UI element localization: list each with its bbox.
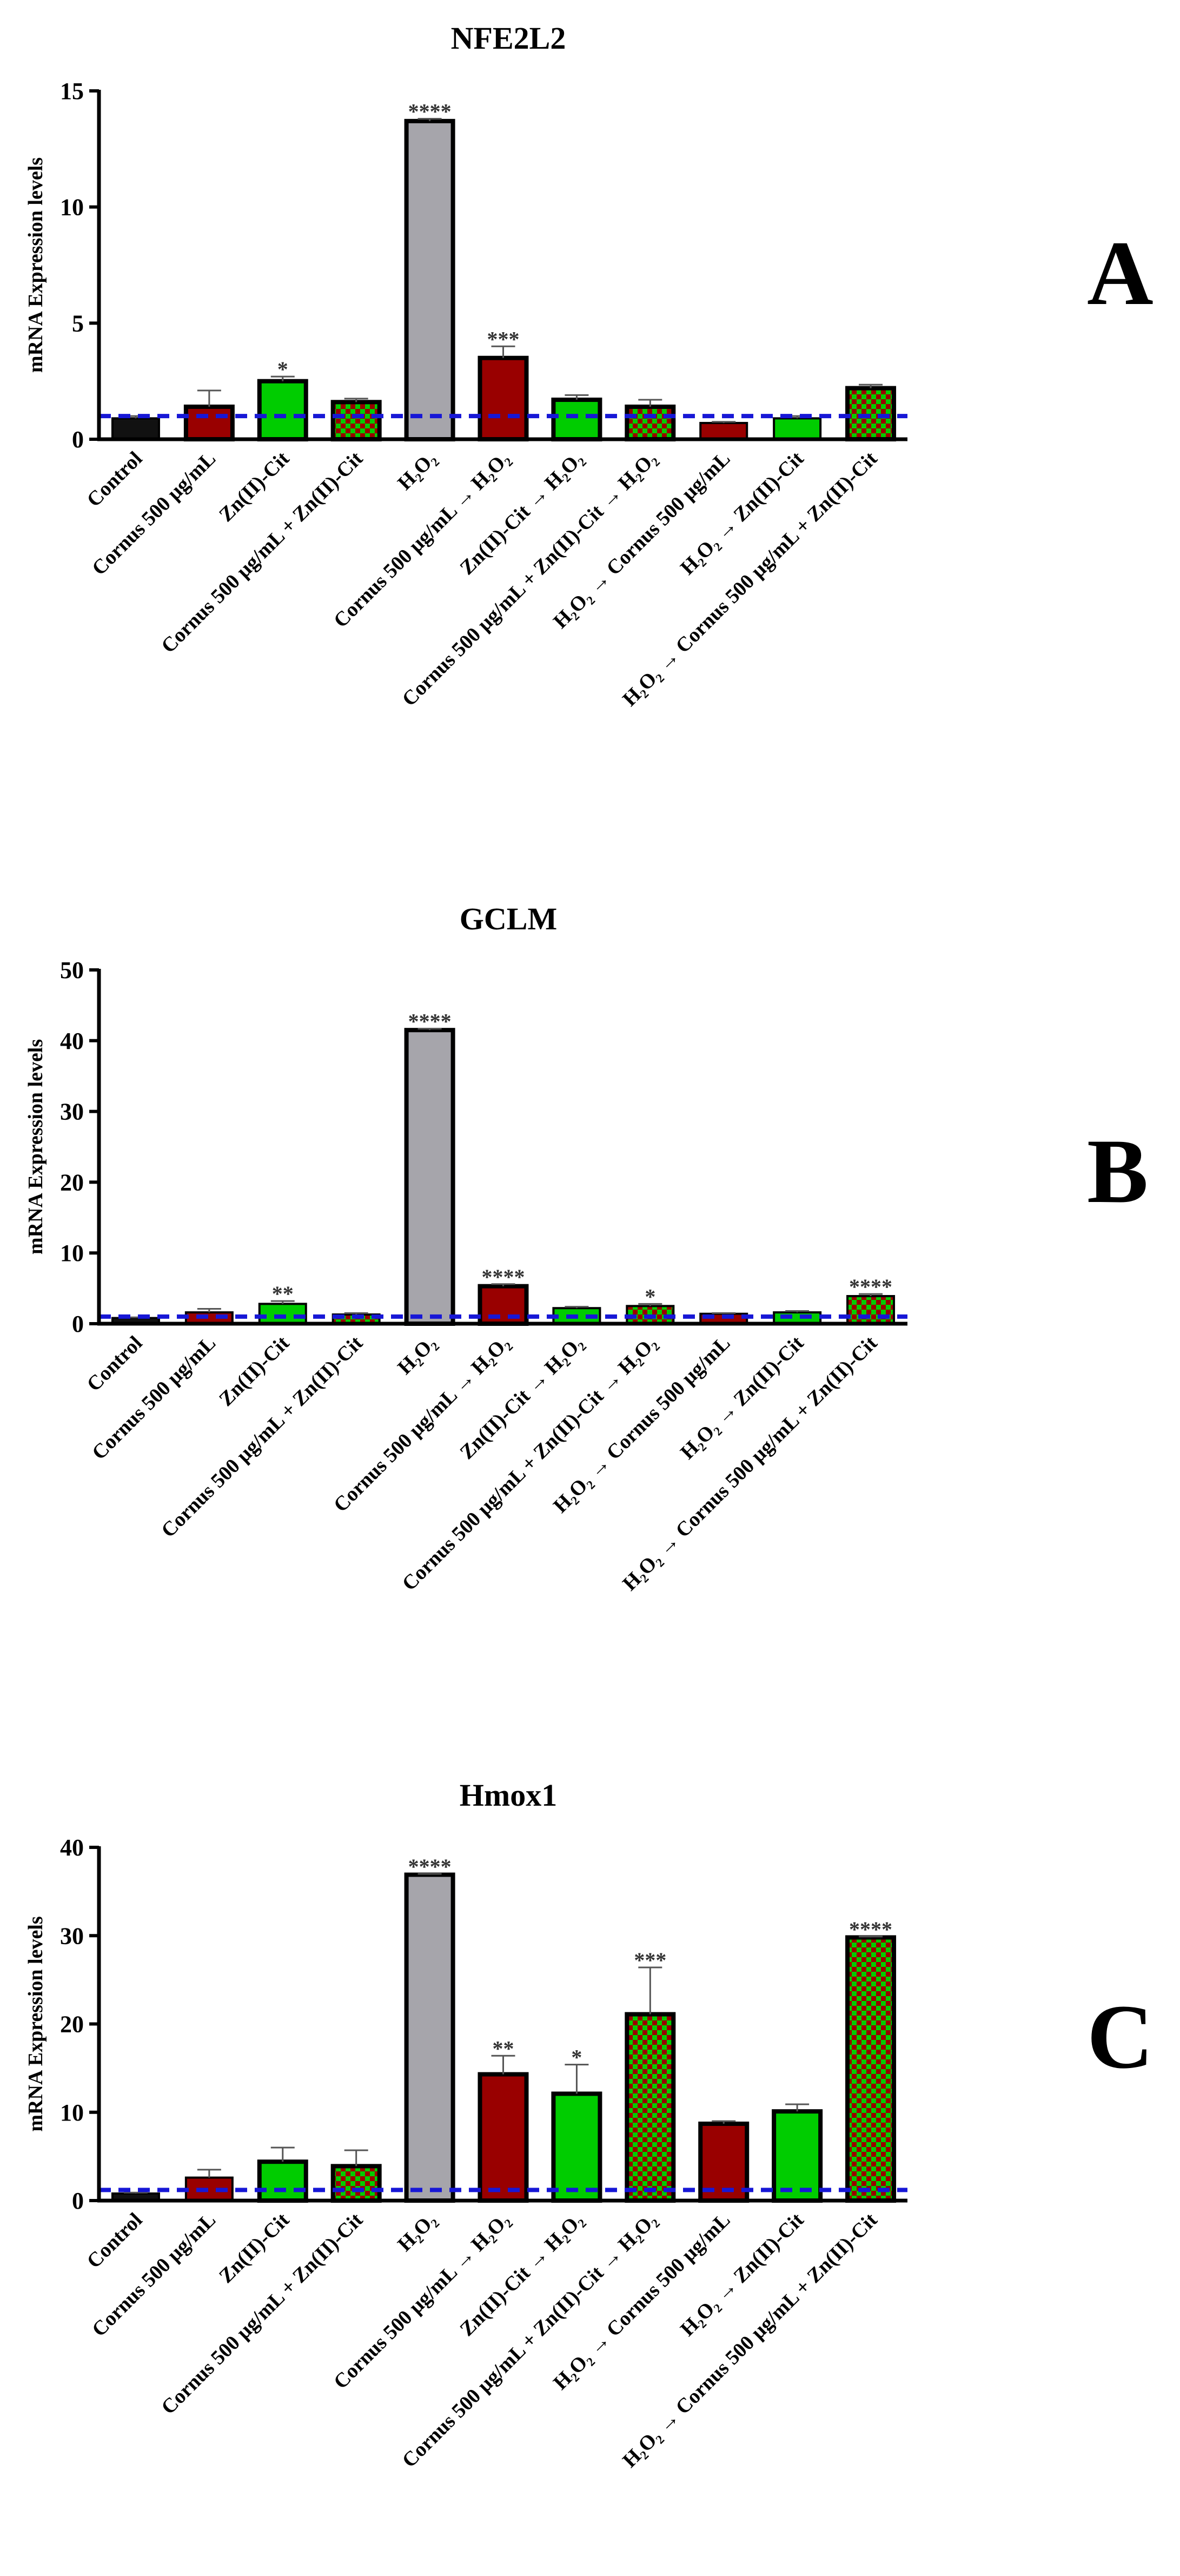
- panel-c-bar: [330, 2164, 382, 2203]
- panel-b-x-tick-label: Control: [83, 1332, 147, 1396]
- panel-a-bar: [478, 355, 529, 441]
- panel-c-significance-label: ****: [408, 1854, 452, 1879]
- panel-c-y-tick-label: 30: [60, 1923, 84, 1949]
- panel-c-y-axis-label: mRNA Expression levels: [24, 1916, 47, 2131]
- panel-c-significance-label: **: [493, 2036, 514, 2060]
- panel-a-significance-label: *: [277, 357, 288, 381]
- panel-a-y-tick-label: 0: [72, 426, 84, 453]
- panel-a-x-tick-label: Zn(II)-Cit → H₂O₂: [455, 447, 587, 579]
- panel-c-x-tick-label: Zn(II)-Cit: [215, 2208, 294, 2287]
- panel-c-x-tick-label: H₂O₂: [393, 2209, 441, 2256]
- panel-b-bar: [404, 1028, 455, 1326]
- panel-b-bar: [258, 1303, 307, 1325]
- panel-a-x-tick-label: H₂O₂ → Zn(II)-Cit: [676, 447, 808, 579]
- panel-b-x-tick-label: Zn(II)-Cit: [215, 1331, 294, 1410]
- panel-c-bar: [845, 1935, 897, 2203]
- panel-b-chart-title: GCLM: [460, 901, 557, 936]
- panel-a-x-tick-label: H₂O₂ → Cornus 500 µg/mL + Zn(II)-Cit: [618, 447, 881, 710]
- panel-c-y-tick-label: 40: [60, 1834, 84, 1861]
- panel-c-y-tick-label: 0: [72, 2188, 84, 2214]
- panel-a-y-tick-label: 5: [72, 310, 84, 336]
- panel-b-y-tick-label: 30: [60, 1099, 84, 1125]
- panel-b-significance-label: *: [645, 1284, 655, 1309]
- panel-a-x-tick-label: H₂O₂: [393, 447, 441, 495]
- panel-c-bar: [551, 2091, 602, 2203]
- panel-b-bar: [846, 1294, 896, 1325]
- panel-a-significance-label: ****: [408, 100, 452, 124]
- panel-c-x-tick-label: Cornus 500 µg/mL + Zn(II)-Cit → H₂O₂: [398, 2209, 661, 2472]
- panel-a-y-tick-label: 15: [60, 78, 84, 104]
- panel-a-y-axis-label: mRNA Expression levels: [24, 157, 47, 373]
- panel-c-x-tick-label: Control: [83, 2209, 147, 2273]
- panel-a-y-tick-label: 10: [60, 194, 84, 221]
- panel-a-significance-label: ***: [487, 327, 520, 351]
- panel-c-chart-title: Hmox1: [460, 1778, 557, 1813]
- panel-b-x-tick-label: Cornus 500 µg/mL + Zn(II)-Cit → H₂O₂: [398, 1332, 661, 1595]
- panel-a-bar: [183, 404, 235, 441]
- panel-a-x-tick-label: Cornus 500 µg/mL: [88, 447, 220, 580]
- panel-c-x-tick-label: H₂O₂ → Cornus 500 µg/mL + Zn(II)-Cit: [618, 2208, 881, 2472]
- panel-letter-a: A: [1087, 222, 1154, 324]
- panel-c-bar: [772, 2109, 823, 2203]
- panel-a-x-tick-label: Cornus 500 µg/mL + Zn(II)-Cit → H₂O₂: [398, 447, 661, 711]
- panel-c-y-tick-label: 20: [60, 2011, 84, 2038]
- panel-b-y-tick-label: 40: [60, 1028, 84, 1054]
- panel-c-x-tick-label: H₂O₂ → Zn(II)-Cit: [676, 2208, 808, 2341]
- panel-c-bar: [625, 2012, 676, 2203]
- panel-b-y-tick-label: 20: [60, 1169, 84, 1195]
- panel-letter-c: C: [1087, 1986, 1154, 2088]
- panel-b-y-axis-label: mRNA Expression levels: [24, 1039, 47, 1254]
- panel-c-y-tick-label: 10: [60, 2099, 84, 2126]
- panel-c-bar: [257, 2159, 308, 2203]
- panel-b-x-tick-label: H₂O₂ → Cornus 500 µg/mL + Zn(II)-Cit: [618, 1331, 881, 1595]
- panel-a-bar: [257, 379, 308, 442]
- panel-c-bar: [478, 2072, 529, 2203]
- panel-a-bar: [625, 404, 676, 441]
- panel-b-significance-label: ****: [408, 1009, 452, 1034]
- panel-a-bar: [699, 421, 748, 440]
- panel-b-x-tick-label: Zn(II)-Cit → H₂O₂: [455, 1332, 587, 1464]
- panel-b-y-tick-label: 10: [60, 1240, 84, 1266]
- panel-c-significance-label: ***: [634, 1948, 666, 1972]
- panel-a-chart-title: NFE2L2: [451, 21, 566, 56]
- panel-a-bar: [551, 398, 602, 441]
- panel-a-bar: [330, 400, 382, 441]
- panel-a-bar: [404, 118, 455, 441]
- panel-letter-b: B: [1087, 1120, 1149, 1222]
- panel-b-significance-label: ****: [849, 1274, 892, 1299]
- panel-a-bar: [773, 417, 822, 440]
- panel-c-x-tick-label: Zn(II)-Cit → H₂O₂: [455, 2209, 587, 2341]
- panel-b-x-tick-label: H₂O₂ → Zn(II)-Cit: [676, 1331, 808, 1464]
- panel-c-x-tick-label: Cornus 500 µg/mL: [88, 2209, 220, 2341]
- panel-b-x-tick-label: Cornus 500 µg/mL: [88, 1332, 220, 1464]
- panel-b-significance-label: ****: [482, 1265, 525, 1289]
- panel-b-y-tick-label: 50: [60, 957, 84, 983]
- panel-c-significance-label: *: [571, 2045, 582, 2070]
- panel-c-bar: [404, 1872, 455, 2203]
- panel-b-significance-label: **: [272, 1282, 294, 1306]
- panel-a-x-tick-label: Control: [83, 447, 147, 512]
- panel-a-x-tick-label: Zn(II)-Cit: [215, 447, 294, 526]
- panel-a-bar: [845, 386, 897, 442]
- panel-b-x-tick-label: H₂O₂: [393, 1332, 441, 1379]
- panel-b-y-tick-label: 0: [72, 1311, 84, 1337]
- panel-c-significance-label: ****: [849, 1917, 892, 1941]
- panel-a-bar: [111, 417, 160, 440]
